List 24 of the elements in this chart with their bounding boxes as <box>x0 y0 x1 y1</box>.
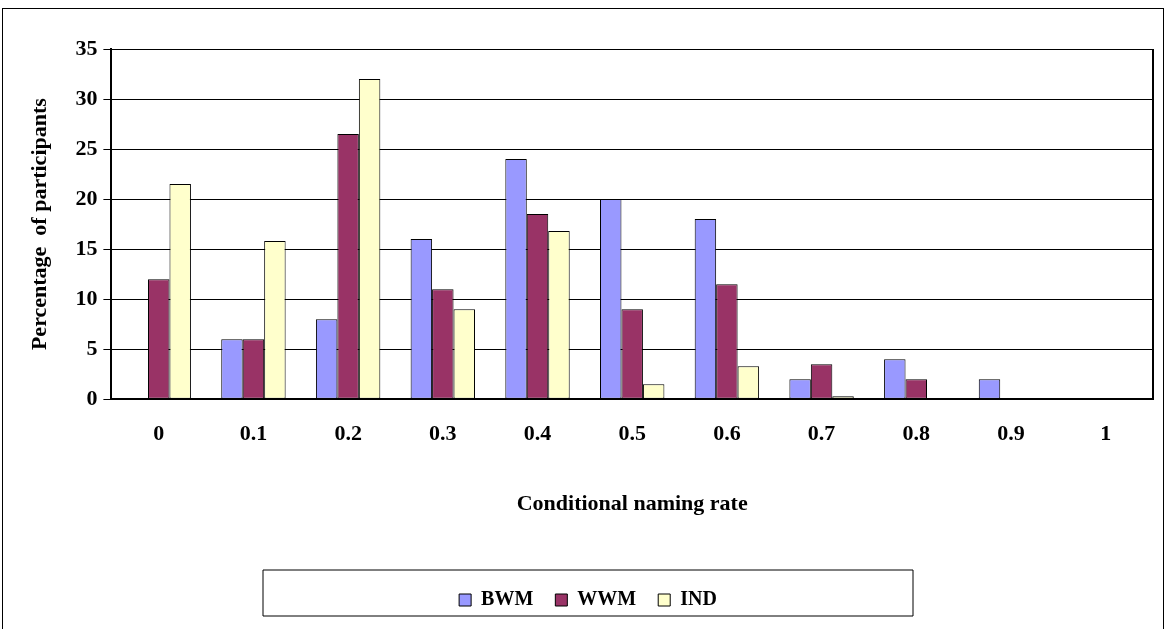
x-axis-title: Conditional naming rate <box>516 490 748 516</box>
x-tick-label: 0.3 <box>429 420 457 446</box>
y-tick-label: 35 <box>75 34 98 60</box>
x-tick-label: 1 <box>1100 420 1112 446</box>
x-tick-label: 0.2 <box>334 420 362 446</box>
y-tick-label: 15 <box>75 234 98 260</box>
legend-label: WWM <box>577 587 637 610</box>
x-tick-label: 0.6 <box>713 420 741 446</box>
x-tick-label: 0.8 <box>902 420 931 446</box>
x-tick-label: 0.9 <box>997 420 1025 446</box>
x-tick-label: 0.1 <box>239 420 268 446</box>
y-tick-label: 0 <box>86 384 98 410</box>
x-tick-label: 0.5 <box>618 420 646 446</box>
y-tick-label: 5 <box>86 334 98 360</box>
legend-label: BWM <box>481 587 534 610</box>
y-axis-title: Percentage of participants <box>25 97 51 351</box>
x-tick-label: 0.4 <box>523 420 552 446</box>
y-tick-label: 30 <box>75 84 98 110</box>
y-tick-label: 10 <box>75 284 98 310</box>
legend-label: IND <box>680 587 717 610</box>
y-tick-label: 20 <box>75 184 98 210</box>
y-tick-label: 25 <box>75 134 98 160</box>
x-tick-label: 0 <box>153 420 165 446</box>
x-tick-label: 0.7 <box>807 420 836 446</box>
